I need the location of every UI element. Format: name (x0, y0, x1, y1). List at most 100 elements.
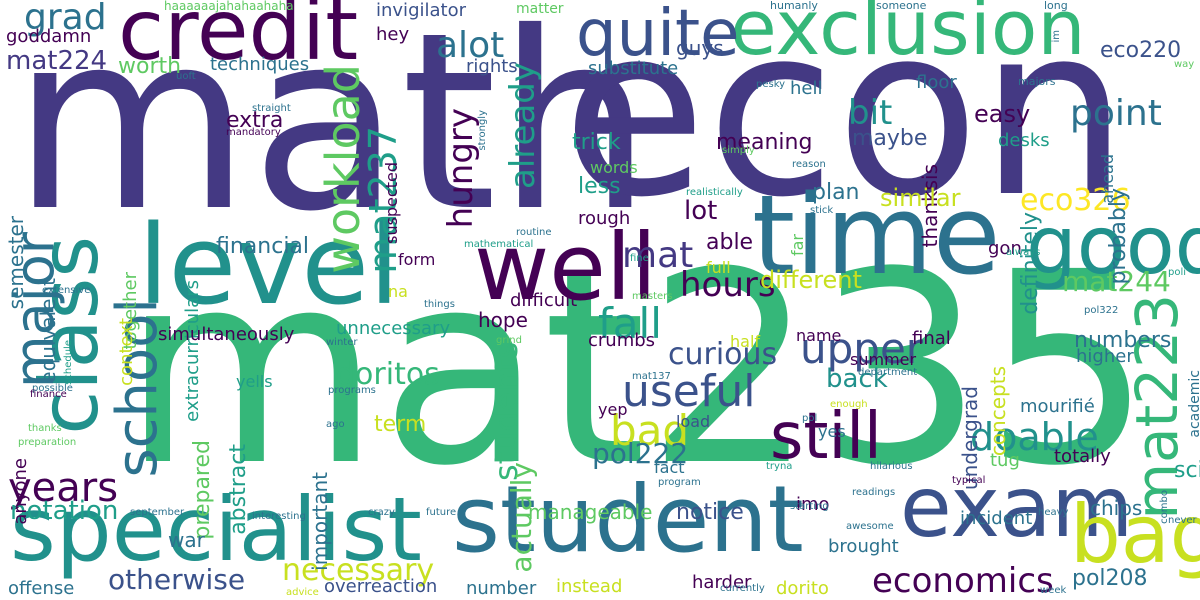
word-manageable: manageable (528, 500, 653, 524)
word-upper: upper (800, 324, 924, 373)
word-lot: lot (684, 196, 718, 226)
word-masters: masters (632, 291, 673, 302)
word-doritos: doritos (336, 357, 440, 392)
word-straight: straight (252, 103, 291, 114)
word-program: program (658, 477, 701, 488)
word-extracurriculars: extracurriculars (182, 280, 203, 422)
word-academic: academic (1187, 370, 1200, 438)
word-curious: curious (668, 337, 778, 372)
word-incident: incident (960, 508, 1033, 529)
word-trick: trick (572, 130, 621, 155)
word-grind: grind (496, 335, 522, 346)
word-concepts: concepts (986, 366, 1010, 457)
word-yep: yep (598, 400, 628, 419)
word-workload: workload (316, 64, 370, 274)
word-exam: exam (900, 458, 1134, 556)
word-necessary: necessary (282, 553, 435, 588)
word-pol222: pol222 (592, 437, 689, 470)
word-desks: desks (998, 130, 1050, 151)
word-dorito: dorito (776, 578, 829, 599)
word-good: good (1026, 199, 1200, 292)
word-eco326: eco326 (1020, 183, 1131, 218)
word-mat137: mat137 (632, 371, 671, 382)
word-realistically: realistically (686, 187, 743, 198)
word-different: different (760, 266, 862, 294)
word-enough: enough (830, 399, 868, 410)
word-eco220: eco220 (1100, 38, 1182, 63)
word-specialist: specialist (10, 478, 422, 581)
word-notation: notation (10, 496, 119, 526)
word-guys: guys (676, 36, 724, 60)
word-finance: finance (30, 389, 67, 400)
word-fine: fine (630, 253, 649, 264)
word-suspected: suspected (382, 162, 401, 244)
word-numbers: numbers (1074, 328, 1172, 353)
word-important: important (308, 472, 332, 571)
word-offense: offense (8, 578, 75, 599)
word-point: point (1070, 93, 1162, 134)
word-mourifi-: mourifié (1020, 396, 1095, 417)
word-poli: poli (1168, 267, 1187, 278)
word-time: time (752, 171, 1001, 299)
word-similar: similar (880, 184, 961, 212)
word-september: september (130, 507, 185, 518)
word-load: load (676, 412, 711, 431)
word-currently: currently (720, 583, 765, 594)
word-easy: easy (974, 100, 1031, 128)
word-hungry: hungry (441, 108, 481, 229)
word-crumbs: crumbs (588, 330, 656, 351)
word-number: number (466, 578, 537, 599)
word-simply: simply (722, 145, 755, 156)
word-brought: brought (828, 536, 899, 557)
word-name: name (796, 326, 842, 345)
word-someone: someone (876, 0, 927, 12)
word-math: math (12, 0, 653, 265)
word-students: students (487, 342, 525, 481)
word-semester: semester (4, 216, 28, 310)
word-less: less (578, 174, 621, 199)
word-rights: rights (466, 56, 518, 77)
word-typical: typical (952, 475, 986, 486)
word-pesky: pesky (756, 79, 786, 90)
word-grad: grad (24, 0, 107, 38)
word-goddamn: goddamn (6, 26, 92, 47)
word-hey: hey (376, 24, 410, 45)
word-future: future (426, 507, 457, 518)
word-final: final (912, 328, 951, 349)
word-rough: rough (578, 208, 631, 229)
word-credit: credit (118, 0, 359, 79)
word-substitute: substitute (588, 58, 679, 79)
word-exclusion: exclusion (730, 0, 1086, 72)
word-thanks: thanks (28, 423, 62, 434)
word-way: way (1174, 59, 1195, 70)
word-starting: starting (790, 501, 829, 512)
word-well: well (474, 214, 657, 321)
word-mandatory: mandatory (226, 127, 281, 138)
word-still: still (770, 400, 882, 474)
word-crazy: crazy (368, 507, 395, 518)
word-fact: fact (654, 458, 685, 477)
word-tug: tug (990, 450, 1020, 471)
word-readings: readings (852, 487, 896, 498)
word-pol: pol (802, 413, 818, 424)
word-hell: hell (790, 78, 823, 99)
word-programs: programs (328, 385, 376, 396)
word-mat244: mat244 (1062, 265, 1171, 298)
word-higher: higher (1076, 346, 1134, 367)
word-reason: reason (792, 159, 826, 170)
word-form: form (398, 250, 436, 269)
word-possible: possible (32, 383, 73, 394)
word-overreaction: overreaction (324, 576, 438, 597)
word-preparation: preparation (18, 437, 77, 448)
word-extra: extra (226, 108, 284, 133)
word-always: always (1006, 247, 1041, 258)
word-matter: matter (516, 1, 564, 17)
word-advice: advice (286, 587, 319, 598)
word-things: things (424, 299, 455, 310)
word-yes: yes (818, 422, 846, 441)
word-term: term (374, 412, 427, 437)
word-able: able (706, 230, 754, 255)
word-haaaaaajahahaahaha: haaaaaajahahaahaha (164, 0, 294, 13)
word-hours: hours (680, 265, 776, 305)
